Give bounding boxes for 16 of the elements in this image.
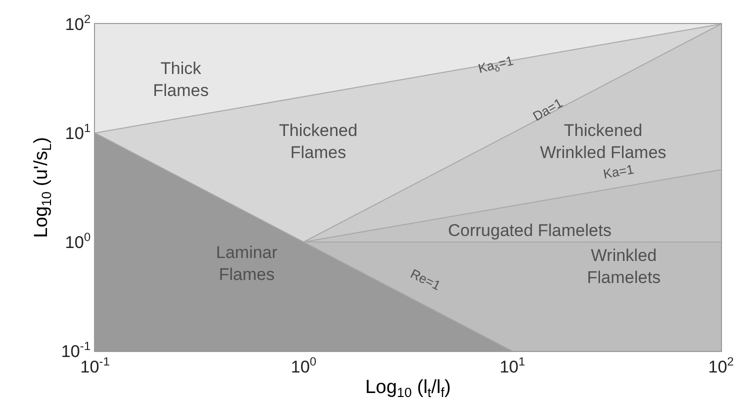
annotation: Ka=1 bbox=[602, 162, 635, 182]
y-tick-label: 10$^{0}$ bbox=[65, 230, 91, 252]
x-tick-label: 10$^{2}$ bbox=[708, 354, 734, 376]
annotation: Thick Flames bbox=[153, 59, 209, 100]
annotation: Thickened Wrinkled Flames bbox=[540, 121, 666, 162]
y-tick-label: 10$^{2}$ bbox=[65, 12, 91, 34]
annotation: Re=1 bbox=[408, 266, 443, 294]
x-axis-title: Log$_{10}$ (l$_{t}$/l$_{f}$) bbox=[365, 377, 451, 400]
annotation: Thickened Flames bbox=[279, 121, 358, 162]
x-tick-label: 10$^{0}$ bbox=[290, 354, 317, 376]
annotation: Corrugated Flamelets bbox=[448, 221, 612, 240]
y-tick-label: 10$^{1}$ bbox=[65, 120, 91, 143]
annotation: Da=1 bbox=[530, 95, 566, 124]
annotation: Laminar Flames bbox=[216, 243, 278, 284]
x-tick-label: 10$^{1}$ bbox=[500, 354, 526, 376]
annotation: Wrinkled Flamelets bbox=[587, 246, 661, 288]
